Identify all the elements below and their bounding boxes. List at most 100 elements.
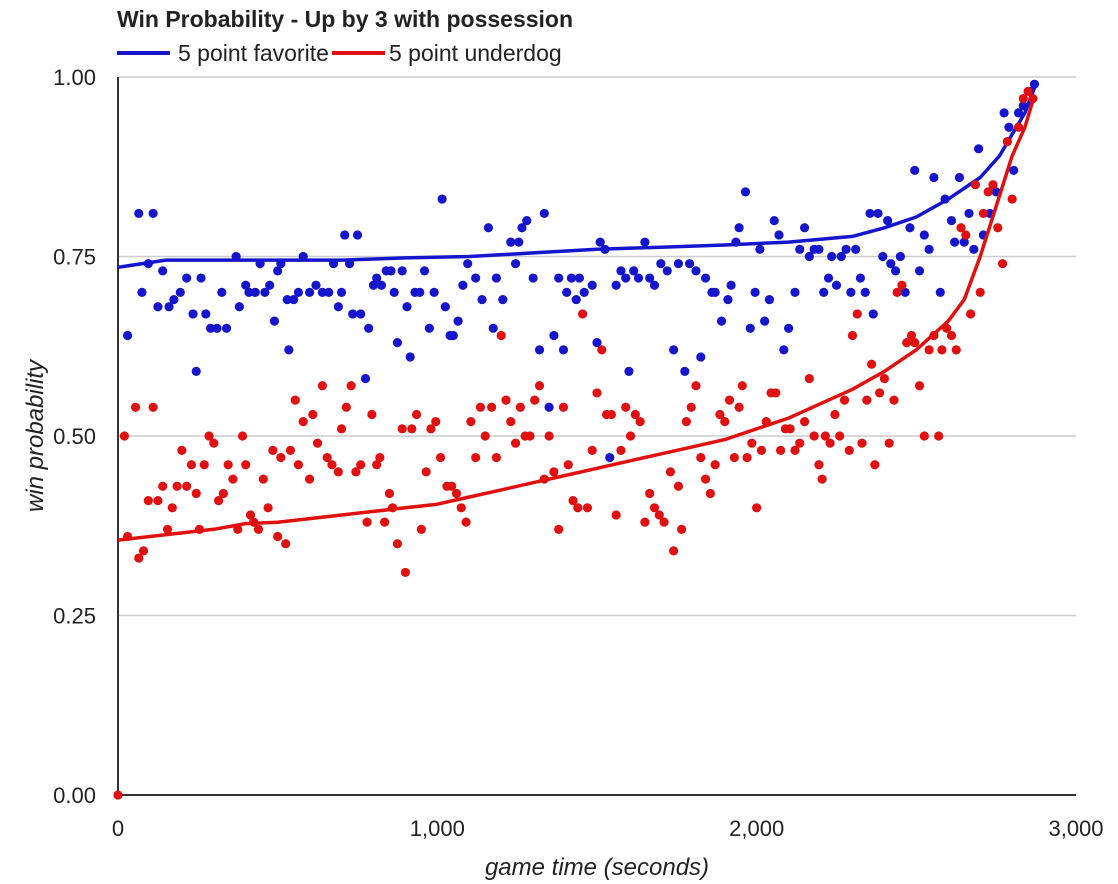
data-point-underdog [756, 445, 767, 455]
data-point-underdog [130, 402, 141, 412]
data-point-favorite [587, 280, 597, 290]
data-point-favorite [471, 273, 481, 283]
data-point-underdog [218, 488, 228, 499]
data-point-underdog [817, 474, 827, 484]
data-point-underdog [312, 438, 323, 448]
data-point-underdog [892, 287, 902, 297]
data-point-underdog [625, 431, 636, 441]
data-point-favorite [950, 237, 960, 247]
data-point-underdog [209, 438, 219, 448]
data-point-underdog [480, 431, 490, 441]
data-point-underdog [747, 438, 757, 448]
data-point-underdog [380, 517, 390, 527]
data-point-underdog [884, 438, 894, 448]
data-point-underdog [669, 546, 679, 556]
data-point-favorite [873, 208, 883, 219]
data-point-underdog [825, 438, 835, 448]
data-point-favorite [562, 287, 572, 297]
data-point-favorite [164, 302, 174, 312]
series-layer [113, 79, 1040, 800]
data-point-favorite [929, 172, 939, 183]
data-point-underdog [153, 496, 163, 506]
data-point-favorite [734, 223, 744, 233]
data-point-favorite [974, 144, 984, 154]
data-point-underdog [799, 417, 810, 427]
data-point-underdog [673, 481, 684, 491]
data-point-favorite [1029, 79, 1040, 89]
data-point-underdog [263, 503, 273, 513]
data-point-favorite [969, 244, 979, 254]
data-point-favorite [900, 287, 910, 297]
data-point-favorite [491, 273, 502, 283]
data-point-underdog [835, 431, 845, 441]
data-point-favorite [153, 302, 163, 312]
data-point-favorite [860, 287, 870, 297]
data-point-favorite [656, 259, 666, 269]
data-point-favorite [846, 287, 856, 297]
data-point-favorite [356, 309, 366, 319]
data-point-underdog [852, 309, 862, 319]
data-point-underdog [1002, 137, 1012, 147]
data-point-favorite [364, 323, 374, 333]
data-point-underdog [897, 280, 907, 290]
data-point-underdog [681, 417, 692, 427]
data-point-favorite [905, 223, 915, 233]
data-point-favorite [554, 273, 564, 283]
data-point-underdog [771, 388, 781, 398]
data-point-underdog [705, 488, 715, 499]
data-point-favorite [611, 280, 621, 290]
data-point-underdog [1013, 122, 1024, 132]
data-point-favorite [814, 244, 824, 254]
data-point-underdog [809, 431, 819, 441]
data-point-underdog [435, 452, 446, 463]
data-point-favorite [424, 323, 434, 333]
data-point-underdog [199, 460, 209, 470]
data-point-underdog [431, 417, 441, 427]
data-point-favorite [910, 165, 920, 175]
data-point-underdog [384, 488, 395, 499]
data-point-underdog [305, 474, 315, 484]
data-point-favorite [680, 366, 690, 376]
data-point-favorite [795, 244, 805, 254]
data-point-underdog [186, 460, 197, 470]
data-point-underdog [919, 431, 929, 441]
data-point-underdog [253, 524, 264, 534]
data-point-favorite [549, 330, 559, 341]
data-point-underdog [346, 381, 356, 391]
data-point-favorite [750, 287, 760, 297]
data-point-favorite [175, 287, 185, 297]
x-tick-label: 1,000 [410, 816, 465, 841]
data-point-favorite [386, 266, 396, 276]
data-point-underdog [534, 381, 545, 391]
data-point-favorite [534, 345, 545, 355]
data-point-underdog [720, 417, 730, 427]
legend: 5 point favorite 5 point underdog [117, 40, 562, 66]
data-point-underdog [461, 517, 471, 527]
data-point-favorite [964, 208, 974, 219]
data-point-favorite [624, 366, 634, 376]
data-point-favorite [293, 287, 304, 297]
data-point-underdog [934, 431, 944, 441]
data-point-favorite [595, 237, 605, 247]
data-point-underdog [143, 496, 153, 506]
data-point-underdog [1007, 194, 1017, 204]
data-point-underdog [456, 503, 466, 513]
data-point-underdog [293, 460, 304, 470]
data-point-favorite [244, 287, 254, 297]
data-point-favorite [250, 287, 260, 297]
data-point-underdog [113, 790, 123, 800]
data-point-favorite [488, 323, 498, 333]
data-point-favorite [841, 244, 851, 254]
data-point-favorite [324, 287, 334, 297]
data-point-underdog [172, 481, 182, 491]
data-point-underdog [223, 460, 233, 470]
data-point-underdog [525, 431, 535, 441]
data-point-underdog [956, 223, 966, 233]
data-point-underdog [351, 467, 361, 477]
data-point-favorite [289, 294, 299, 305]
data-point-favorite [348, 309, 358, 319]
data-point-favorite [448, 330, 458, 341]
data-point-underdog [983, 187, 993, 197]
data-point-underdog [587, 445, 597, 455]
series-favorite [117, 79, 1040, 463]
